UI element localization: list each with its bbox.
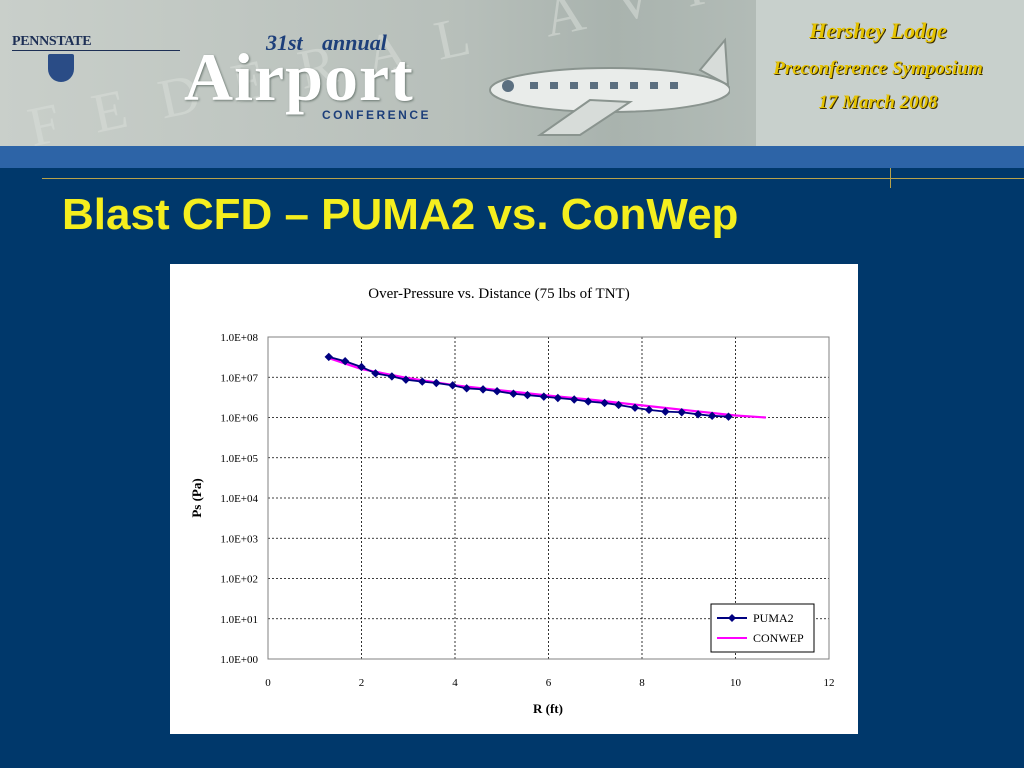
conference-ordinal: 31st [266,30,303,55]
airplane-illustration [489,37,730,136]
event-venue: Hershey Lodge [809,18,947,43]
data-point-puma2 [600,398,609,408]
data-point-puma2 [509,389,518,398]
conference-name: Airport [184,39,414,115]
data-point-puma2 [340,357,350,366]
y-tick-label: 1.0E+08 [220,332,258,344]
y-tick-label: 1.0E+00 [220,654,258,666]
title-rule-tick [890,168,891,188]
data-point-puma2 [553,393,563,403]
data-point-puma2 [614,400,623,410]
data-point-puma2 [584,397,593,406]
x-tick-labels: 0 2 4 6 8 10 12 [265,677,834,689]
x-tick-label: 10 [730,677,742,689]
y-tick-labels: 1.0E+00 1.0E+01 1.0E+02 1.0E+03 1.0E+04 1.0E+… [220,332,258,666]
conference-subtitle: CONFERENCE [322,108,432,122]
data-point-puma2 [462,384,471,393]
data-point-puma2 [401,375,411,384]
data-point-puma2 [324,352,333,362]
slide-title: Blast CFD – PUMA2 vs. ConWep [62,190,739,239]
data-point-puma2 [523,390,532,400]
pennstate-divider [12,50,180,51]
legend-label: CONWEP [753,631,804,645]
y-tick-label: 1.0E+02 [220,574,258,586]
data-point-puma2 [492,387,502,396]
chart-title: Over-Pressure vs. Distance (75 lbs of TN… [368,286,629,302]
y-axis-label: Ps (Pa) [189,478,204,517]
data-point-puma2 [707,411,717,421]
plot-area [267,336,830,660]
y-tick-label: 1.0E+01 [220,614,258,626]
data-series [324,352,766,421]
y-tick-label: 1.0E+04 [220,493,258,505]
y-tick-label: 1.0E+06 [220,413,258,425]
x-tick-label: 4 [452,677,458,689]
x-tick-label: 0 [265,677,271,689]
data-point-puma2 [661,407,670,416]
data-point-puma2 [432,378,441,388]
legend: PUMA2 CONWEP [710,603,815,653]
event-name: Preconference Symposium [773,58,983,79]
x-tick-label: 8 [639,677,645,689]
legend-label: PUMA2 [753,611,794,625]
pennstate-shield-icon [48,54,74,82]
y-tick-label: 1.0E+05 [220,453,258,465]
data-point-puma2 [724,412,733,421]
overpressure-chart: Over-Pressure vs. Distance (75 lbs of TN… [189,286,835,716]
x-axis-label: R (ft) [533,701,563,716]
data-point-puma2 [570,395,579,404]
data-point-puma2 [371,369,380,378]
x-tick-label: 12 [824,677,835,689]
x-tick-label: 2 [359,677,365,689]
conference-banner: F E D E R A L A V I A T PENNSTATE 31st a… [0,0,1024,146]
series-line-conwep [328,357,766,419]
pennstate-logo-text: PENNSTATE [12,34,92,49]
x-tick-label: 6 [546,677,552,689]
chart-panel: Over-Pressure vs. Distance (75 lbs of TN… [170,264,858,734]
conference-annual: annual [322,30,387,55]
title-rule [42,178,1024,179]
y-tick-label: 1.0E+03 [220,533,258,545]
data-point-puma2 [387,372,397,381]
data-point-puma2 [478,385,488,394]
data-point-puma2 [418,377,427,386]
legend-box [710,603,815,653]
event-date: 17 March 2008 [818,92,938,113]
event-info: Hershey Lodge Preconference Symposium 17… [756,0,1024,146]
data-point-puma2 [448,381,457,390]
y-tick-label: 1.0E+07 [220,372,258,384]
data-point-puma2 [357,362,366,372]
legend-marker [728,614,736,622]
header-stripe [0,146,1024,168]
